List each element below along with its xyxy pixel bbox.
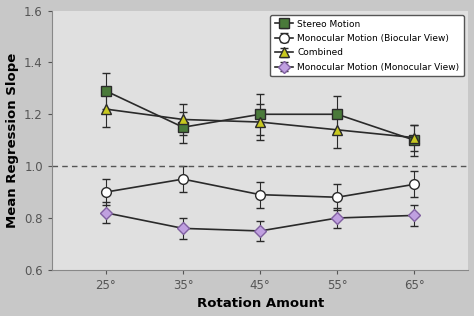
- Legend: Stereo Motion, Monocular Motion (Biocular View), Combined, Monocular Motion (Mon: Stereo Motion, Monocular Motion (Biocula…: [270, 15, 464, 76]
- Y-axis label: Mean Regression Slope: Mean Regression Slope: [6, 52, 18, 228]
- X-axis label: Rotation Amount: Rotation Amount: [197, 297, 324, 310]
